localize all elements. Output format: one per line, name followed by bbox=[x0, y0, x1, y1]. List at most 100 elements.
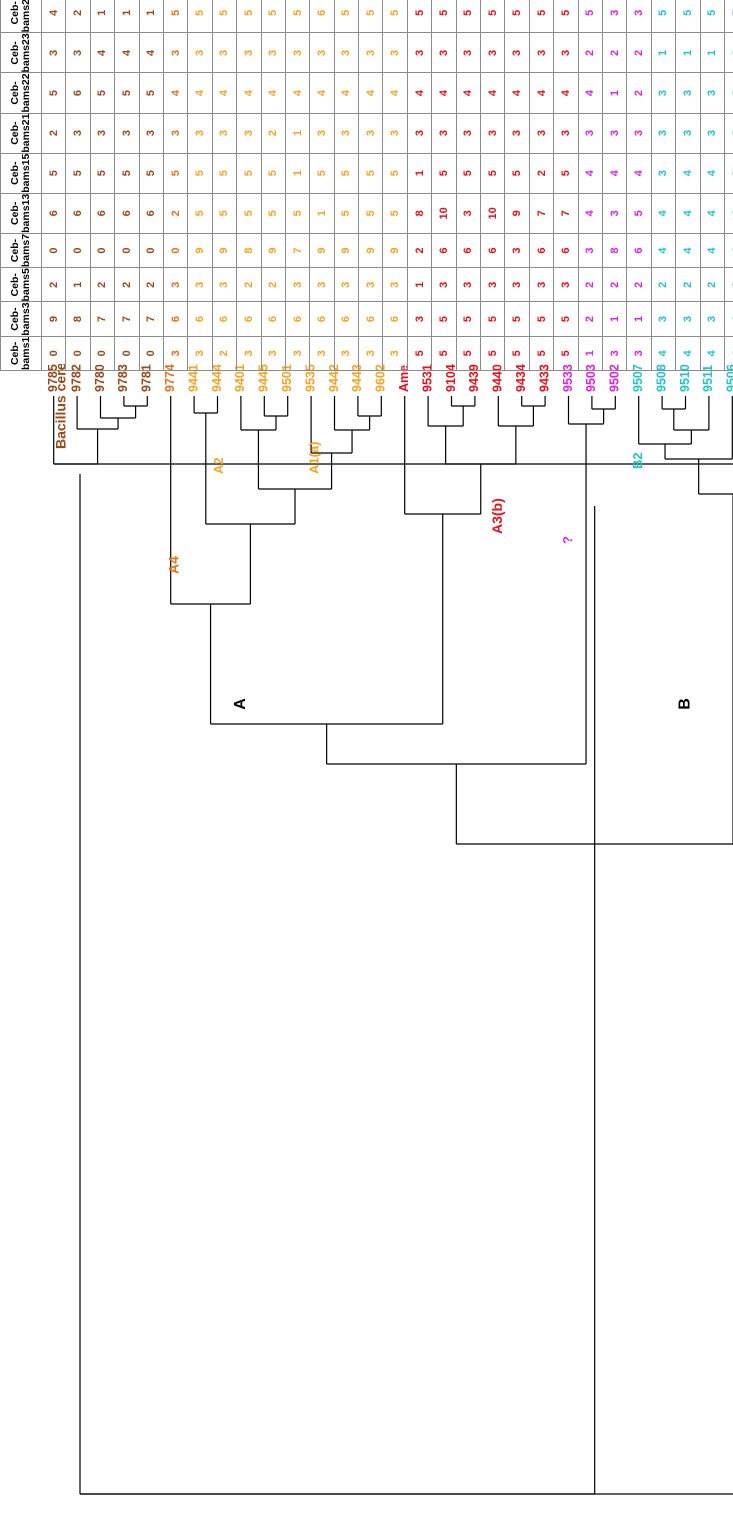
table-cell: 3 bbox=[456, 193, 481, 234]
table-cell: 3 bbox=[407, 301, 432, 337]
table-cell: 6 bbox=[65, 72, 91, 114]
table-cell: 0 bbox=[114, 336, 140, 371]
table-cell: 3 bbox=[456, 32, 481, 73]
table-cell: 4 bbox=[700, 153, 725, 194]
table-cell: 4 bbox=[382, 72, 408, 114]
table-cell: 5 bbox=[431, 153, 457, 194]
table-cell: 9 bbox=[358, 233, 383, 268]
table-cell: 6 bbox=[139, 193, 164, 234]
table-row: 09206525342303165502 bbox=[41, 0, 66, 371]
table-cell: 1 bbox=[602, 72, 627, 114]
clade-label-A3b: A3(b) bbox=[489, 498, 505, 534]
table-cell: 5 bbox=[261, 153, 286, 194]
table-cell: 1 bbox=[602, 301, 627, 337]
table-column-header: Ceb-bams22 bbox=[0, 72, 42, 114]
table-cell: 3 bbox=[724, 153, 733, 194]
table-cell: 6 bbox=[65, 193, 91, 234]
table-cell: 5 bbox=[382, 0, 408, 33]
table-cell: 3 bbox=[602, 336, 627, 371]
table-column-header: Ceb-bams24 bbox=[0, 0, 42, 33]
table-cell: 4 bbox=[139, 32, 164, 73]
table-cell: 3 bbox=[285, 267, 310, 302]
table-cell: 3 bbox=[724, 72, 733, 114]
table-cell: 4 bbox=[700, 336, 725, 371]
table-cell: 3 bbox=[334, 32, 359, 73]
table-cell: 3 bbox=[163, 336, 188, 371]
table-cell: 5 bbox=[553, 336, 579, 371]
table-cell: 1 bbox=[90, 0, 115, 33]
table-cell: 6 bbox=[163, 301, 188, 337]
table-cell: 3 bbox=[334, 267, 359, 302]
table-cell: 4 bbox=[285, 72, 310, 114]
table-cell: 5 bbox=[456, 301, 481, 337]
table-cell: 2 bbox=[602, 32, 627, 73]
table-cell: 7 bbox=[529, 193, 554, 234]
table-cell: 3 bbox=[90, 113, 115, 154]
table-cell: 5 bbox=[480, 336, 505, 371]
table-cell: 0 bbox=[90, 233, 115, 268]
table-cell: 4 bbox=[578, 153, 603, 194]
strain-label: 9781 bbox=[140, 364, 154, 392]
table-row: 44244333152324243512 bbox=[724, 0, 733, 371]
table-cell: 6 bbox=[334, 301, 359, 337]
table-cell: 4 bbox=[407, 72, 432, 114]
table-cell: 3 bbox=[407, 32, 432, 73]
table-cell: 2 bbox=[139, 267, 164, 302]
table-column-header: Ceb-bams15 bbox=[0, 153, 42, 194]
table-row: 36395534352383343631 bbox=[358, 0, 383, 371]
table-cell: 4 bbox=[724, 301, 733, 337]
table-cell: 5 bbox=[382, 193, 408, 234]
table-cell: 3 bbox=[529, 113, 554, 154]
table-cell: 2 bbox=[651, 267, 676, 302]
table-cell: 3 bbox=[675, 72, 701, 114]
table-cell: 3 bbox=[724, 113, 733, 154]
strain-label: 9780 bbox=[93, 364, 107, 392]
table-cell: 5 bbox=[504, 0, 530, 33]
table-cell: 5 bbox=[334, 193, 359, 234]
table-cell: 9 bbox=[309, 233, 335, 268]
table-row: 07206535412323170132 bbox=[90, 0, 115, 371]
table-cell: 6 bbox=[261, 301, 286, 337]
table-cell: 3 bbox=[626, 113, 652, 154]
table-cell: 3 bbox=[236, 113, 262, 154]
table-cell: 3 bbox=[431, 32, 457, 73]
clade-label-unknown: ? bbox=[560, 536, 575, 544]
table-cell: 0 bbox=[65, 233, 91, 268]
table-cell: 3 bbox=[651, 113, 676, 154]
table-cell: 6 bbox=[529, 233, 554, 268]
table-cell: 4 bbox=[504, 72, 530, 114]
table-cell: 2 bbox=[578, 267, 603, 302]
table-cell: 3 bbox=[309, 267, 335, 302]
table-cell: 2 bbox=[65, 0, 91, 33]
table-cell: 3 bbox=[529, 267, 554, 302]
table-cell: 3 bbox=[480, 32, 505, 73]
table-cell: 3 bbox=[578, 113, 603, 154]
table-cell: 3 bbox=[626, 0, 652, 33]
clade-label-B2: B2 bbox=[630, 452, 645, 469]
table-column-header: Ceb-bams1 bbox=[0, 336, 42, 371]
table-cell: 5 bbox=[139, 153, 164, 194]
table-cell: 9 bbox=[41, 301, 66, 337]
table-cell: 3 bbox=[358, 336, 383, 371]
table-cell: 5 bbox=[407, 0, 432, 33]
table-cell: 5 bbox=[187, 153, 213, 194]
table-cell: 5 bbox=[187, 193, 213, 234]
table-cell: 9 bbox=[334, 233, 359, 268]
clade-label-A1a: A1(a) bbox=[307, 441, 322, 474]
table-cell: 1 bbox=[724, 32, 733, 73]
table-cell: 3 bbox=[382, 336, 408, 371]
table-cell: 3 bbox=[553, 32, 579, 73]
table-row: 07206535412323170142 bbox=[114, 0, 140, 371]
table-cell: 3 bbox=[41, 32, 66, 73]
table-row: 53128134352353342512 bbox=[407, 0, 432, 371]
table-cell: 5 bbox=[261, 0, 286, 33]
table-cell: 8 bbox=[602, 233, 627, 268]
table-cell: 4 bbox=[578, 72, 603, 114]
table-cell: 5 bbox=[90, 153, 115, 194]
table-column-header: Ceb-bams23 bbox=[0, 32, 42, 73]
table-row: 12234434252281441632 bbox=[578, 0, 603, 371]
table-cell: 4 bbox=[163, 72, 188, 114]
strain-label: 9774 bbox=[163, 364, 177, 392]
clade-label-A2: A2 bbox=[211, 457, 226, 474]
table-cell: 7 bbox=[285, 233, 310, 268]
